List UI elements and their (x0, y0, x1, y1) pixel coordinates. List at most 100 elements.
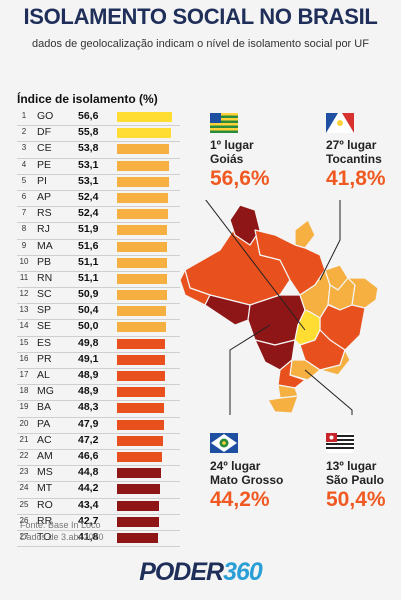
value-label: 49,1 (78, 352, 99, 365)
ranking-row: 1 GO 56,6 (17, 110, 180, 127)
rank-number: 24 (19, 483, 29, 493)
value-label: 44,8 (78, 466, 99, 479)
state-pa (254, 229, 326, 296)
rank-number: 17 (19, 370, 29, 379)
rank-number: 6 (21, 191, 27, 201)
callout-state: Tocantins (326, 152, 382, 166)
value-label: 53,1 (78, 158, 99, 171)
ranking-row: 16 PR 49,1 (17, 353, 180, 369)
callout-sao-paulo: 13º lugar São Paulo 50,4% (326, 459, 386, 513)
logo-part-1: PODER (139, 558, 224, 586)
state-code-label: MG (37, 385, 54, 398)
rank-number: 25 (19, 499, 29, 509)
bar (117, 484, 160, 495)
callout-value: 56,6% (210, 167, 270, 190)
bar (117, 144, 170, 155)
state-rs (267, 395, 299, 414)
state-ap (294, 219, 316, 249)
state-code-label: TO (37, 530, 52, 543)
rank-number: 19 (19, 402, 29, 412)
value-label: 47,9 (78, 417, 99, 430)
state-code-label: BA (37, 401, 52, 414)
ranking-row: 20 PA 47,9 (17, 418, 180, 434)
value-label: 52,4 (78, 207, 99, 220)
callout-goias: 1º lugar Goiás 56,6% (210, 138, 270, 192)
bar (117, 516, 159, 527)
bar (117, 225, 168, 236)
rank-number: 16 (19, 353, 29, 363)
source-line: Fonte: Base In Loco (20, 520, 101, 530)
brazil-map (180, 200, 379, 415)
state-code-label: RO (37, 498, 53, 511)
callout-rank: 1º lugar (210, 138, 254, 152)
rank-number: 26 (19, 515, 29, 525)
state-rr (229, 204, 261, 246)
rank-number: 2 (21, 127, 27, 137)
state-code-label: RN (37, 271, 53, 284)
state-code-label: GO (37, 110, 54, 122)
bar (117, 532, 158, 543)
bar (117, 176, 169, 187)
bar (117, 112, 172, 122)
tocantins-flag-icon (326, 113, 354, 133)
ranking-row: 12 SC 50,9 (17, 288, 180, 305)
rank-number: 5 (21, 175, 27, 185)
bar (117, 257, 167, 268)
ranking-bar-chart: 1 GO 56,6 2 DF 55,8 3 CE 53,8 4 PE 53,1 5 PI 53,1 6 AP 52… (17, 110, 180, 548)
ranking-row: 4 PE 53,1 (17, 159, 180, 175)
state-code-label: DF (37, 126, 51, 139)
ranking-row: 14 SE 50,0 (17, 320, 180, 337)
value-label: 48,9 (78, 385, 99, 398)
value-label: 48,3 (78, 401, 99, 414)
ranking-row: 9 MA 51,6 (17, 240, 180, 256)
value-label: 55,8 (78, 126, 99, 139)
callout-value: 41,8% (326, 167, 386, 190)
value-label: 51,1 (78, 255, 99, 268)
callout-value: 50,4% (326, 488, 386, 511)
ranking-row: 22 AM 46,6 (17, 450, 180, 467)
state-code-label: MT (37, 482, 53, 495)
state-code-label: PA (37, 417, 51, 430)
callout-state: São Paulo (326, 473, 385, 487)
bar (117, 306, 166, 317)
page-title: ISOLAMENTO SOCIAL NO BRASIL (23, 4, 378, 29)
rank-number: 10 (19, 256, 29, 266)
mato-grosso-flag-icon (210, 433, 238, 453)
state-code-label: MA (37, 239, 53, 252)
value-label: 43,4 (78, 498, 99, 511)
state-code-label: AL (37, 369, 50, 381)
value-label: 49,8 (78, 336, 99, 349)
state-rj-es (319, 349, 351, 376)
state-code-label: AC (37, 433, 52, 446)
value-label: 44,2 (78, 482, 99, 495)
ranking-row: 18 MG 48,9 (17, 385, 180, 402)
bar (117, 451, 163, 462)
state-code-label: SE (37, 320, 52, 333)
ranking-header: Índice de isolamento (%) (17, 92, 158, 106)
bar (117, 371, 165, 381)
ranking-row: 26 RR 42,7 (17, 515, 180, 531)
ranking-row: 13 SP 50,4 (17, 304, 180, 321)
value-label: 53,1 (78, 174, 99, 187)
state-code-label: PB (37, 255, 52, 268)
rank-number: 21 (19, 434, 29, 444)
rank-number: 20 (19, 418, 29, 428)
leader-line-mt (229, 324, 271, 415)
ranking-row: 15 ES 49,8 (17, 337, 180, 353)
bar (117, 209, 168, 220)
poder360-logo: PODER360 (0, 558, 401, 587)
bar (117, 241, 168, 252)
state-code-label: CE (37, 142, 52, 155)
leader-line-to (319, 200, 341, 281)
value-label: 51,9 (78, 223, 99, 236)
state-code-label: PI (37, 174, 47, 187)
callout-tocantins: 27º lugar Tocantins 41,8% (326, 138, 386, 192)
ranking-row: 11 RN 51,1 (17, 271, 180, 289)
state-ne (347, 277, 379, 309)
rank-number: 11 (19, 272, 29, 282)
ranking-row: 6 AP 52,4 (17, 191, 180, 208)
rank-number: 3 (21, 143, 27, 153)
leader-line-go (205, 200, 306, 331)
bar (117, 403, 164, 414)
value-label: 56,6 (78, 110, 99, 122)
